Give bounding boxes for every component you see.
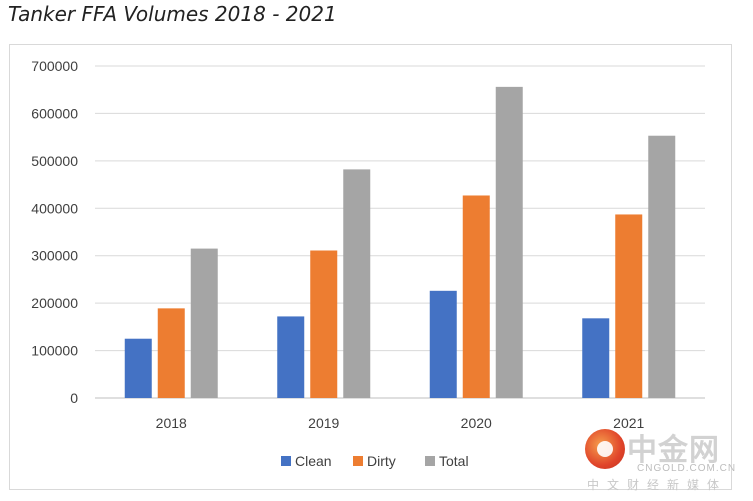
bar-total-2020 bbox=[495, 86, 523, 399]
bar-clean-2021 bbox=[582, 318, 610, 398]
watermark: 中金网 CNGOLD.COM.CN 中文财经新媒体 bbox=[581, 429, 741, 493]
y-tick-label: 300000 bbox=[31, 248, 78, 264]
bar-total-2019 bbox=[343, 169, 371, 398]
bar-dirty-2018 bbox=[157, 308, 185, 398]
bar-clean-2019 bbox=[277, 316, 305, 398]
y-tick-label: 700000 bbox=[31, 58, 78, 74]
x-tick-label: 2020 bbox=[461, 415, 492, 431]
y-tick-label: 600000 bbox=[31, 105, 78, 121]
chart-title: Tanker FFA Volumes 2018 - 2021 bbox=[8, 2, 337, 26]
legend-label-clean: Clean bbox=[295, 453, 332, 469]
legend-swatch-dirty bbox=[353, 456, 363, 466]
y-tick-label: 100000 bbox=[31, 343, 78, 359]
legend-swatch-total bbox=[425, 456, 435, 466]
bar-total-2021 bbox=[648, 135, 676, 398]
chart-area bbox=[9, 44, 732, 490]
legend-label-total: Total bbox=[439, 453, 469, 469]
y-tick-label: 0 bbox=[70, 390, 78, 406]
x-tick-label: 2019 bbox=[308, 415, 339, 431]
y-tick-label: 400000 bbox=[31, 200, 78, 216]
watermark-tagline: 中文财经新媒体 bbox=[587, 478, 728, 492]
bar-clean-2018 bbox=[124, 338, 152, 398]
watermark-brand: 中金网 bbox=[627, 433, 720, 468]
x-tick-label: 2018 bbox=[156, 415, 187, 431]
legend-swatch-clean bbox=[281, 456, 291, 466]
watermark-logo-icon bbox=[585, 429, 625, 469]
bar-clean-2020 bbox=[429, 290, 457, 398]
bar-dirty-2020 bbox=[462, 195, 490, 398]
x-tick-label: 2021 bbox=[613, 415, 644, 431]
bar-dirty-2021 bbox=[615, 214, 643, 398]
y-tick-label: 500000 bbox=[31, 153, 78, 169]
legend-label-dirty: Dirty bbox=[367, 453, 396, 469]
bar-total-2018 bbox=[190, 248, 218, 398]
bar-dirty-2019 bbox=[310, 250, 338, 398]
watermark-url: CNGOLD.COM.CN bbox=[637, 463, 737, 474]
y-tick-label: 200000 bbox=[31, 295, 78, 311]
